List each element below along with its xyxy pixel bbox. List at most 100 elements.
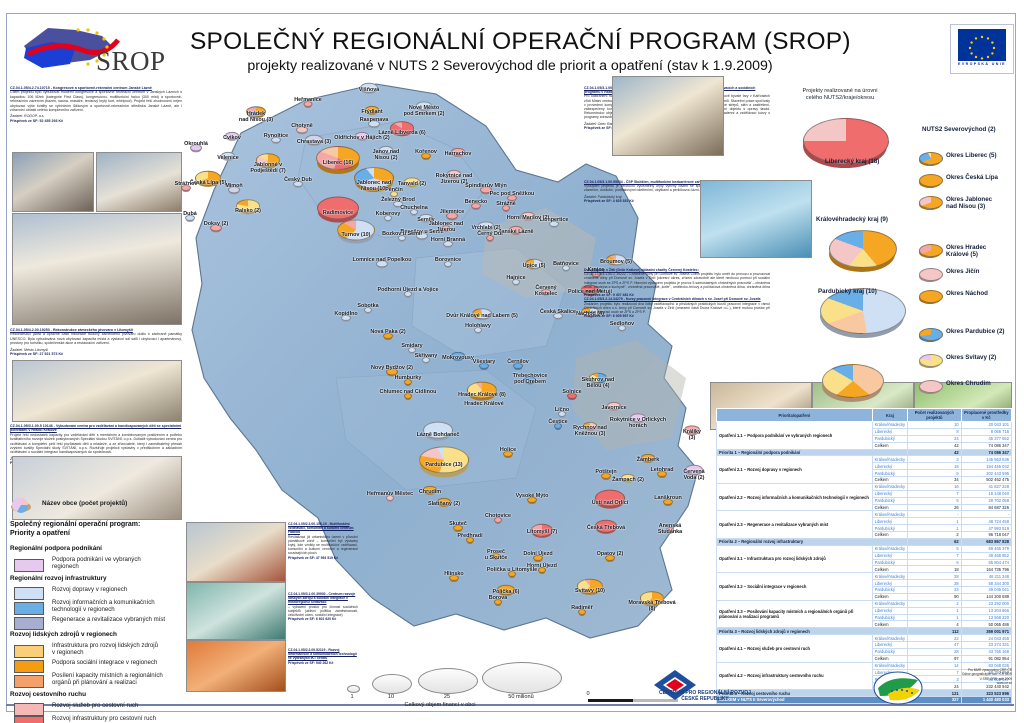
- cell-count: 18: [907, 565, 962, 574]
- cell-funds: 45 377 652: [960, 434, 1013, 443]
- block-heading: CZ.04.1.05/2.3.00.156-19 - Multifunkční …: [288, 522, 354, 535]
- map-place-label: Nové Město pod Smrkem (2): [403, 105, 445, 118]
- map-pie-top: [601, 472, 611, 480]
- cell-count: 2: [907, 531, 962, 539]
- map-place-label: Smidary: [401, 343, 423, 349]
- cell-count: 1: [907, 613, 962, 622]
- map-place-label: Lanškroun: [654, 495, 682, 501]
- cell-kraj: Liberecký: [871, 579, 909, 587]
- cell-kraj: Celkem: [871, 654, 909, 663]
- map-place-label: Potštejn: [595, 469, 617, 475]
- map-place-label: Sedloňov: [609, 321, 635, 327]
- map-place-label: Radimovice: [322, 210, 354, 216]
- legend-swatch: [14, 602, 44, 615]
- right-pie: [822, 364, 884, 398]
- cell-funds: 74 086 347: [960, 441, 1013, 450]
- cell-opatreni: Opatření 2.2 – Rozvoj informačních a kom…: [716, 482, 873, 512]
- map-place-label: Horní Újezd: [527, 563, 557, 569]
- legend-group-title: Regionální podpora podnikání: [10, 545, 102, 552]
- map-place-label: Nový Bydžov (2): [371, 365, 413, 371]
- map-place-label: Horní Branná: [430, 237, 466, 243]
- legend-item-label: Rozvoj služeb pro cestovní ruch: [52, 702, 139, 709]
- cell-count: 1: [907, 606, 962, 615]
- map-pie-top: [422, 357, 430, 363]
- map-pie-top: [553, 312, 563, 320]
- map-place-label: Harrachov: [444, 151, 472, 157]
- map-place-label: Letohrad: [650, 467, 674, 473]
- cell-kraj: Královéhradecky: [871, 482, 909, 491]
- map-place-label: Červená Voda (2): [683, 469, 705, 482]
- right-pie: [820, 288, 906, 334]
- cell-opatreni: Opatření 2.3 – Regenerace a revitalizace…: [716, 510, 873, 539]
- table-row: Opatření 2.3 – Regenerace a revitalizace…: [716, 510, 1013, 539]
- photo-classroom: [12, 456, 182, 520]
- map-pie-top: [521, 211, 535, 221]
- map-place-label: Borovnice: [434, 257, 462, 263]
- map-pie-top: [531, 523, 553, 537]
- cell-funds: 1 440 480 033: [960, 696, 1013, 704]
- map-place-label: Rokytnice v Orlických horách: [609, 417, 667, 430]
- block-body: – vybavení prostor pro činnost sociálníc…: [288, 604, 358, 618]
- table-row: Celkem 90 144 200 689: [717, 592, 1013, 601]
- map-place-label: Strážnov: [174, 181, 198, 187]
- map-pie-top: [364, 307, 372, 313]
- block-body: Vystupem projektu je celoroční vyuěžitel…: [584, 184, 770, 193]
- cell-funds: 50 065 486: [960, 620, 1013, 629]
- cell-kraj: Celkem: [871, 476, 909, 484]
- map-place-label: Solnice: [562, 389, 582, 395]
- map-pie-top: [303, 101, 313, 107]
- table-priority-row: Priorita 1 – Regionální podpora podnikán…: [715, 448, 1013, 457]
- map-pie-top: [190, 144, 202, 152]
- map-pie-top: [398, 235, 406, 241]
- map-place-label: Pec pod Sněžkou: [489, 191, 535, 197]
- map-pie-top: [533, 554, 543, 562]
- okres-pie: [919, 174, 943, 187]
- table-header-row: Priorita/opatření Kraj Počet realizovaný…: [716, 408, 1013, 422]
- cell-count: 42: [907, 441, 962, 450]
- cell-funds: 683 867 828: [960, 537, 1013, 546]
- map-place-label: Náchod (4): [576, 311, 604, 317]
- legend-swatch: [14, 716, 44, 723]
- map-place-label: Hradec Králové (8): [458, 392, 506, 398]
- map-pie-top: [443, 240, 453, 248]
- legend-group-title: Rozvoj cestovního ruchu: [10, 691, 86, 698]
- map-pie-top: [509, 225, 523, 235]
- map-place-label: Předhradí: [457, 533, 483, 539]
- table-body: Opatření 1.1 – Podpora podnikání ve vybr…: [715, 421, 1013, 704]
- map-place-label: Polička u Litomyšle: [486, 567, 538, 573]
- legend-swatch: [14, 617, 44, 630]
- map-place-label: Mimoň: [225, 183, 243, 189]
- cell-funds: 164 735 796: [960, 565, 1013, 574]
- map-place-label: Všestary: [472, 359, 496, 365]
- map-place-label: Moravská Třebová (8): [628, 600, 676, 613]
- map-place-label: Heřmanův Městec: [366, 491, 414, 497]
- scale-tick-1: 1: [350, 694, 354, 700]
- legend-item-label: Podpora podnikání ve vybraných regionech: [52, 556, 141, 571]
- map-pie-top: [386, 495, 394, 501]
- cell-kraj: Pardubický: [871, 613, 909, 622]
- map-pie-top: [423, 485, 437, 495]
- map-pie-top: [554, 423, 562, 429]
- right-pie: [803, 118, 889, 164]
- map-place-label: Turnov (10): [341, 232, 371, 238]
- map-place-label: Červený Kostelec: [534, 285, 558, 298]
- map-place-label: Krnice: [587, 267, 605, 273]
- map-pie-top: [492, 553, 500, 559]
- scale-ellipse-25: [418, 668, 478, 694]
- map-pie-top: [355, 131, 369, 141]
- map-pie-top: [360, 82, 378, 94]
- map-pie-top: [494, 599, 502, 605]
- map-pie-top: [317, 196, 359, 220]
- map-pie-top: [221, 151, 235, 161]
- photo-town-square: [12, 213, 182, 325]
- table-row: Opatření 3.2 – Sociální integrace v regi…: [716, 572, 1013, 601]
- cell-funds: 84 687 326: [960, 503, 1013, 512]
- block-heading: CZ.04.1.05/4.2.74.10715 - Kongresové a s…: [10, 86, 152, 90]
- map-place-label: Pardubice (13): [425, 462, 463, 468]
- cell-count: 97: [907, 654, 962, 663]
- block-contribution: Příspěvek ze SF: 940 262 Kč: [288, 660, 334, 665]
- map-place-label: Dubá: [183, 211, 197, 217]
- scalebar-light: [633, 699, 678, 702]
- table-row: Opatření 2.2 – Rozvoj informačních a kom…: [716, 482, 1013, 512]
- cell-opatreni: Opatření 3.3 – Posilování kapacity místn…: [716, 599, 873, 629]
